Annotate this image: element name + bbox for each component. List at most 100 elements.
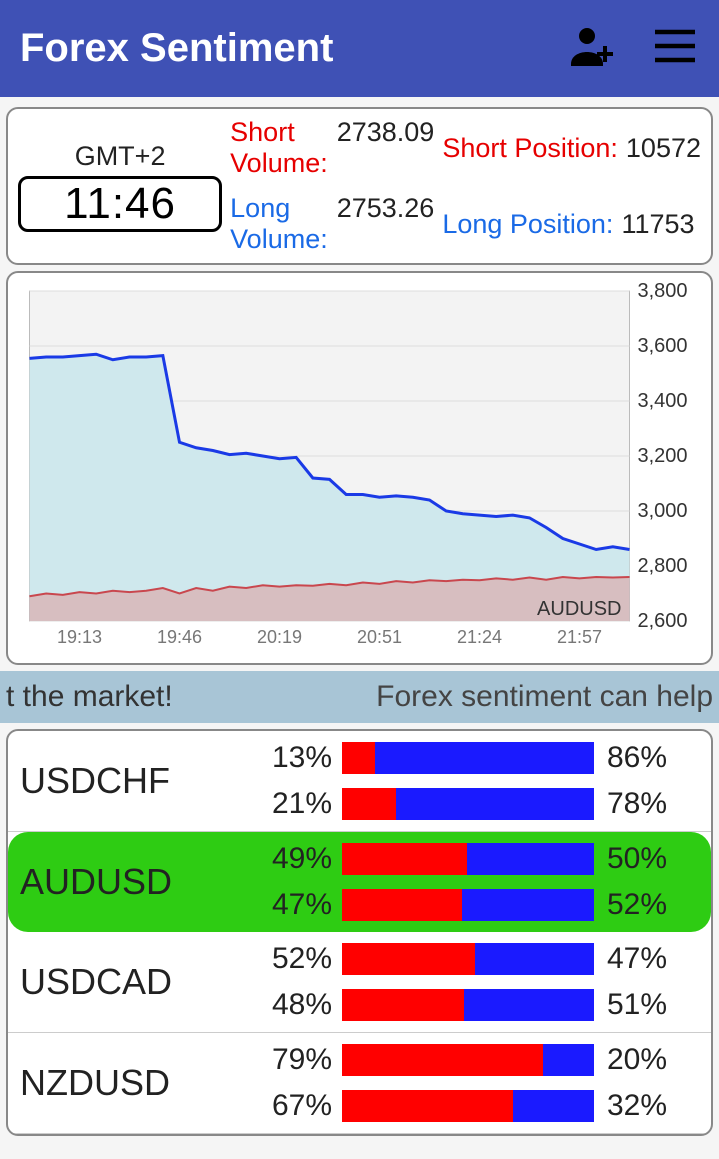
short-pct: 67% bbox=[242, 1089, 332, 1123]
short-pct: 48% bbox=[242, 988, 332, 1022]
svg-text:21:24: 21:24 bbox=[457, 627, 502, 647]
sentiment-bar bbox=[342, 943, 597, 975]
long-segment bbox=[464, 989, 594, 1021]
svg-text:3,600: 3,600 bbox=[638, 335, 688, 357]
clock-value: 11:46 bbox=[18, 176, 222, 232]
timezone-clock: GMT+2 11:46 bbox=[18, 141, 222, 232]
short-segment bbox=[342, 843, 467, 875]
add-user-icon[interactable] bbox=[567, 22, 615, 75]
sentiment-bar-row: 47% 52% bbox=[242, 888, 697, 922]
sentiment-bar-row: 13% 86% bbox=[242, 741, 697, 775]
pair-bars: 49% 50% 47% 52% bbox=[234, 836, 705, 928]
sentiment-bar bbox=[342, 1044, 597, 1076]
long-position-value: 11753 bbox=[621, 209, 694, 240]
short-volume-label: Short Volume: bbox=[230, 117, 329, 179]
sentiment-bar bbox=[342, 788, 597, 820]
long-position: Long Position: 11753 bbox=[442, 209, 701, 240]
long-volume-value: 2753.26 bbox=[337, 193, 435, 224]
sentiment-bar bbox=[342, 742, 597, 774]
short-position: Short Position: 10572 bbox=[442, 133, 701, 164]
svg-text:2,800: 2,800 bbox=[638, 555, 688, 577]
long-volume: Long Volume: 2753.26 bbox=[230, 193, 434, 255]
short-segment bbox=[342, 889, 462, 921]
svg-text:20:51: 20:51 bbox=[357, 627, 402, 647]
short-position-value: 10572 bbox=[626, 133, 701, 164]
long-pct: 50% bbox=[607, 842, 697, 876]
svg-text:3,200: 3,200 bbox=[638, 445, 688, 467]
long-volume-label: Long Volume: bbox=[230, 193, 329, 255]
svg-text:19:13: 19:13 bbox=[57, 627, 102, 647]
chart-panel[interactable]: 2,600 2,800 3,000 3,200 3,400 3,600 3,800 AUDUS… bbox=[6, 271, 713, 665]
app-title: Forex Sentiment bbox=[20, 26, 567, 71]
svg-text:AUDUSD: AUDUSD bbox=[537, 598, 621, 620]
short-segment bbox=[342, 1044, 543, 1076]
svg-text:21:57: 21:57 bbox=[557, 627, 602, 647]
long-pct: 52% bbox=[607, 888, 697, 922]
short-segment bbox=[342, 788, 396, 820]
short-pct: 49% bbox=[242, 842, 332, 876]
pair-bars: 52% 47% 48% 51% bbox=[234, 936, 705, 1028]
svg-text:20:19: 20:19 bbox=[257, 627, 302, 647]
volume-chart: 2,600 2,800 3,000 3,200 3,400 3,600 3,800 AUDUS… bbox=[18, 283, 701, 653]
long-segment bbox=[543, 1044, 594, 1076]
pair-symbol: USDCHF bbox=[14, 735, 234, 827]
sentiment-bar bbox=[342, 1090, 597, 1122]
sentiment-bar-row: 67% 32% bbox=[242, 1089, 697, 1123]
svg-text:3,000: 3,000 bbox=[638, 500, 688, 522]
pair-row-usdcad[interactable]: USDCAD52% 47% 48% 51% bbox=[8, 932, 711, 1033]
header-actions bbox=[567, 22, 699, 75]
sentiment-bar-row: 48% 51% bbox=[242, 988, 697, 1022]
sentiment-bar bbox=[342, 843, 597, 875]
short-segment bbox=[342, 742, 375, 774]
short-segment bbox=[342, 943, 475, 975]
pair-symbol: NZDUSD bbox=[14, 1037, 234, 1129]
short-volume: Short Volume: 2738.09 bbox=[230, 117, 434, 179]
long-segment bbox=[513, 1090, 595, 1122]
pair-row-usdchf[interactable]: USDCHF13% 86% 21% 78% bbox=[8, 731, 711, 832]
pair-symbol: AUDUSD bbox=[14, 836, 234, 928]
short-pct: 79% bbox=[242, 1043, 332, 1077]
svg-text:3,800: 3,800 bbox=[638, 283, 688, 302]
short-pct: 21% bbox=[242, 787, 332, 821]
short-volume-value: 2738.09 bbox=[337, 117, 435, 148]
long-segment bbox=[375, 742, 594, 774]
long-segment bbox=[467, 843, 595, 875]
long-pct: 47% bbox=[607, 942, 697, 976]
pair-symbol: USDCAD bbox=[14, 936, 234, 1028]
marquee-text-left: t the market! bbox=[6, 680, 173, 714]
menu-icon[interactable] bbox=[651, 22, 699, 75]
short-segment bbox=[342, 989, 464, 1021]
pair-bars: 13% 86% 21% 78% bbox=[234, 735, 705, 827]
svg-text:3,400: 3,400 bbox=[638, 390, 688, 412]
long-pct: 51% bbox=[607, 988, 697, 1022]
app-header: Forex Sentiment bbox=[0, 0, 719, 97]
timezone-label: GMT+2 bbox=[18, 141, 222, 172]
long-position-label: Long Position: bbox=[442, 209, 613, 240]
sentiment-bar-row: 52% 47% bbox=[242, 942, 697, 976]
short-segment bbox=[342, 1090, 513, 1122]
pair-row-audusd[interactable]: AUDUSD49% 50% 47% 52% bbox=[8, 832, 711, 932]
sentiment-bar-row: 49% 50% bbox=[242, 842, 697, 876]
short-pct: 52% bbox=[242, 942, 332, 976]
pair-list: USDCHF13%86%21%78%AUDUSD49%50%47%52%USDC… bbox=[6, 729, 713, 1136]
sentiment-bar-row: 21% 78% bbox=[242, 787, 697, 821]
short-position-label: Short Position: bbox=[442, 133, 618, 164]
marquee-text-right: Forex sentiment can help bbox=[376, 680, 713, 714]
long-pct: 32% bbox=[607, 1089, 697, 1123]
marquee-ticker: t the market! Forex sentiment can help bbox=[0, 671, 719, 723]
long-pct: 78% bbox=[607, 787, 697, 821]
long-pct: 86% bbox=[607, 741, 697, 775]
summary-panel: Short Volume: 2738.09 Short Position: 10… bbox=[6, 107, 713, 265]
sentiment-bar bbox=[342, 989, 597, 1021]
long-segment bbox=[396, 788, 595, 820]
pair-bars: 79% 20% 67% 32% bbox=[234, 1037, 705, 1129]
long-segment bbox=[462, 889, 595, 921]
short-pct: 47% bbox=[242, 888, 332, 922]
pair-row-nzdusd[interactable]: NZDUSD79% 20% 67% 32% bbox=[8, 1033, 711, 1134]
sentiment-bar-row: 79% 20% bbox=[242, 1043, 697, 1077]
svg-text:2,600: 2,600 bbox=[638, 610, 688, 632]
short-pct: 13% bbox=[242, 741, 332, 775]
long-pct: 20% bbox=[607, 1043, 697, 1077]
long-segment bbox=[475, 943, 595, 975]
sentiment-bar bbox=[342, 889, 597, 921]
